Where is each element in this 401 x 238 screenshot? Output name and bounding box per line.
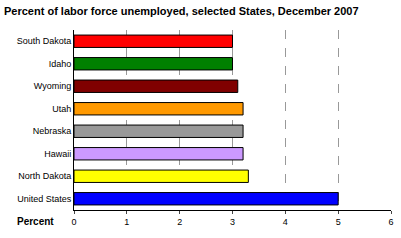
svg-text:Idaho: Idaho — [49, 59, 72, 69]
svg-text:5: 5 — [336, 217, 341, 227]
svg-text:Hawaii: Hawaii — [44, 149, 71, 159]
svg-text:0: 0 — [71, 217, 76, 227]
svg-text:Wyoming: Wyoming — [34, 81, 71, 91]
svg-text:Utah: Utah — [52, 104, 71, 114]
svg-text:Nebraska: Nebraska — [33, 126, 72, 136]
svg-text:Percent of labor force unemplo: Percent of labor force unemployed, selec… — [4, 5, 359, 17]
svg-text:3: 3 — [230, 217, 235, 227]
svg-text:Percent: Percent — [17, 216, 54, 227]
svg-text:6: 6 — [388, 217, 393, 227]
svg-text:4: 4 — [283, 217, 288, 227]
svg-text:United States: United States — [17, 194, 72, 204]
svg-text:South Dakota: South Dakota — [17, 36, 72, 46]
svg-text:North Dakota: North Dakota — [18, 171, 71, 181]
svg-text:2: 2 — [177, 217, 182, 227]
svg-text:1: 1 — [124, 217, 129, 227]
